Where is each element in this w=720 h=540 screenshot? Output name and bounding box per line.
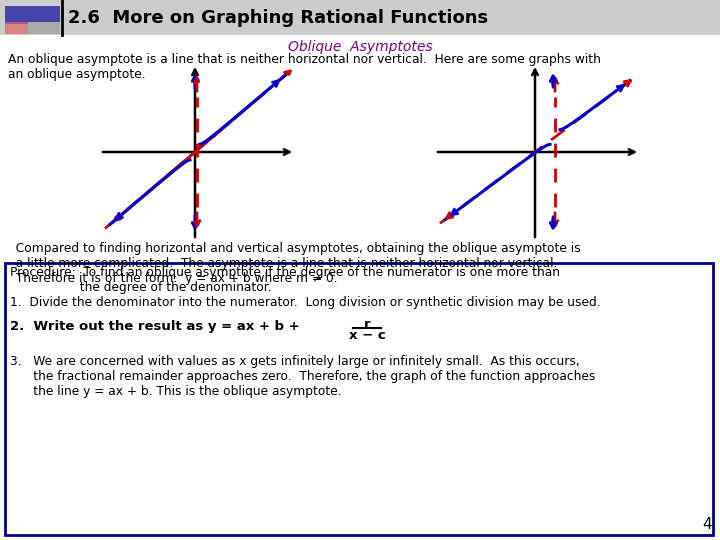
Text: r: r bbox=[364, 318, 370, 331]
Text: 1.  Divide the denominator into the numerator.  Long division or synthetic divis: 1. Divide the denominator into the numer… bbox=[10, 296, 600, 309]
Text: x − c: x − c bbox=[348, 329, 385, 342]
Bar bbox=[28, 22, 60, 34]
Bar bbox=[100, 67, 310, 242]
Text: 2.  Write out the result as y = ax + b +: 2. Write out the result as y = ax + b + bbox=[10, 320, 305, 333]
FancyBboxPatch shape bbox=[5, 263, 713, 535]
Text: 2.6  More on Graphing Rational Functions: 2.6 More on Graphing Rational Functions bbox=[68, 9, 488, 27]
Bar bbox=[0, 0, 720, 35]
Text: Oblique  Asymptotes: Oblique Asymptotes bbox=[288, 40, 432, 54]
Text: An oblique asymptote is a line that is neither horizontal nor vertical.  Here ar: An oblique asymptote is a line that is n… bbox=[8, 53, 601, 81]
Bar bbox=[5, 6, 60, 24]
Bar bbox=[5, 22, 45, 34]
Text: 4: 4 bbox=[703, 517, 712, 532]
Text: Procedure:  To find an oblique asymptote if the degree of the numerator is one m: Procedure: To find an oblique asymptote … bbox=[10, 266, 560, 294]
Text: Compared to finding horizontal and vertical asymptotes, obtaining the oblique as: Compared to finding horizontal and verti… bbox=[8, 242, 580, 285]
Text: 3.   We are concerned with values as x gets infinitely large or infinitely small: 3. We are concerned with values as x get… bbox=[10, 355, 595, 398]
Bar bbox=[435, 67, 655, 242]
